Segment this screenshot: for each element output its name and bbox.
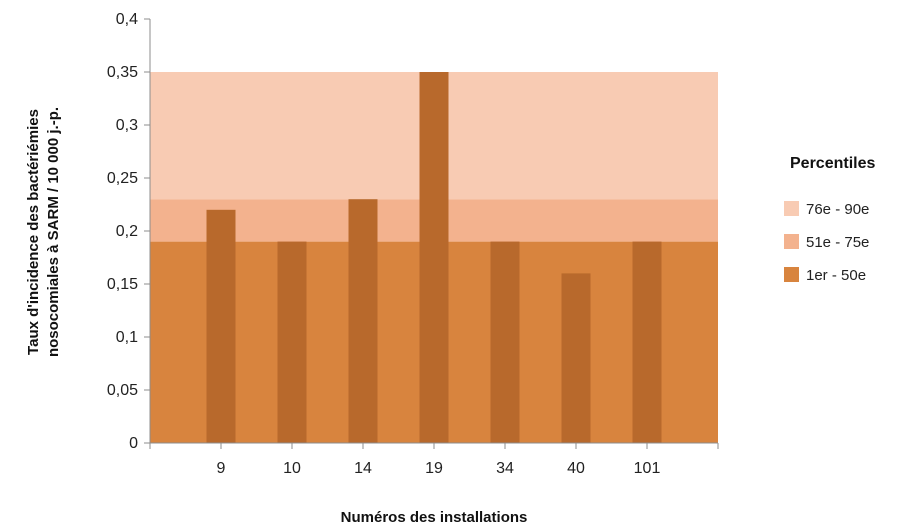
legend-entries: 76e - 90e 51e - 75e 1er - 50e <box>784 201 869 284</box>
y-axis-title: Taux d'incidence des bactériémies nosoco… <box>25 107 62 357</box>
bar-19 <box>419 72 449 443</box>
y-axis-title-line-1: Taux d'incidence des bactériémies <box>25 109 42 355</box>
y-tick-label: 0,05 <box>107 382 138 399</box>
bar-40 <box>561 273 591 443</box>
y-tick-label: 0 <box>129 435 138 452</box>
y-tick-label: 0,4 <box>116 11 138 28</box>
x-axis-title: Numéros des installations <box>341 509 528 526</box>
legend-swatch <box>784 267 799 282</box>
bar-34 <box>490 241 520 443</box>
y-axis-ticks: 0 0,05 0,1 0,15 0,2 0,25 0,3 0,35 0,4 <box>107 11 150 452</box>
legend-entry-label: 76e - 90e <box>806 201 869 218</box>
y-tick-label: 0,15 <box>107 276 138 293</box>
x-tick-label: 34 <box>496 460 514 477</box>
legend-title: Percentiles <box>790 155 875 172</box>
bar-9 <box>206 209 236 443</box>
bar-10 <box>277 241 307 443</box>
y-tick-label: 0,3 <box>116 117 138 134</box>
legend-entry-label: 51e - 75e <box>806 234 869 251</box>
y-tick-label: 0,1 <box>116 329 138 346</box>
x-axis-ticks: 9 10 14 19 34 40 101 <box>149 443 719 477</box>
x-tick-label: 14 <box>354 460 372 477</box>
legend: Percentiles 76e - 90e 51e - 75e 1er - 50e <box>784 155 875 284</box>
y-tick-label: 0,2 <box>116 223 138 240</box>
legend-swatch <box>784 201 799 216</box>
y-tick-label: 0,35 <box>107 64 138 81</box>
x-tick-label: 101 <box>634 460 661 477</box>
y-axis-title-line-2: nosocomiales à SARM / 10 000 j.-p. <box>45 107 62 357</box>
x-tick-label: 40 <box>567 460 585 477</box>
legend-entry-label: 1er - 50e <box>806 267 866 284</box>
bar-101 <box>632 241 662 443</box>
x-tick-label: 10 <box>283 460 301 477</box>
bar-14 <box>348 199 378 443</box>
bars <box>206 72 662 443</box>
x-tick-label: 19 <box>425 460 443 477</box>
legend-swatch <box>784 234 799 249</box>
x-tick-label: 9 <box>217 460 226 477</box>
y-tick-label: 0,25 <box>107 170 138 187</box>
